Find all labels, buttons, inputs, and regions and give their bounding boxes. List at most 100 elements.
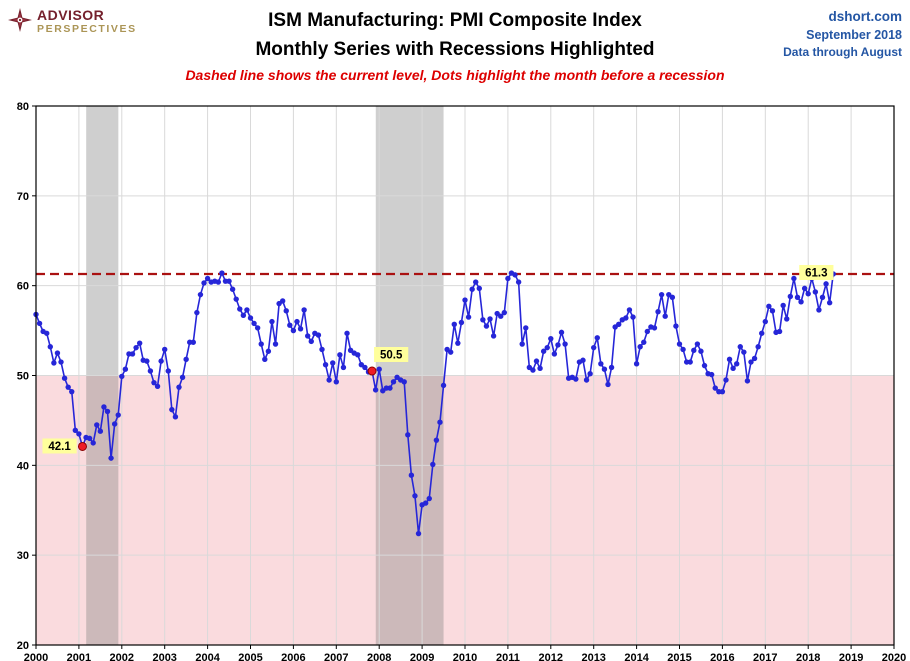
data-point [97, 428, 104, 434]
y-tick-label: 30 [17, 550, 29, 562]
data-point [319, 346, 325, 353]
data-point [65, 384, 71, 390]
data-point [655, 309, 661, 315]
data-point [801, 285, 808, 292]
data-point [165, 368, 171, 374]
data-point [533, 358, 540, 364]
data-point [676, 341, 683, 347]
data-point [580, 357, 586, 363]
data-point [44, 330, 50, 336]
data-point [101, 404, 107, 410]
value-label: 61.3 [805, 267, 827, 279]
data-point [605, 381, 611, 388]
data-point [448, 349, 454, 355]
data-point [701, 362, 708, 369]
data-point [272, 341, 279, 347]
data-point [455, 340, 461, 346]
data-point [254, 325, 261, 331]
data-point [694, 341, 701, 347]
x-tick-label: 2004 [195, 652, 220, 661]
data-point [766, 303, 772, 310]
data-point [129, 351, 136, 357]
x-tick-label: 2003 [152, 652, 176, 661]
pre-recession-dot [367, 366, 377, 376]
data-point [119, 373, 125, 380]
data-point [415, 530, 422, 537]
data-point [190, 339, 196, 345]
data-point [812, 289, 819, 295]
data-point [229, 286, 236, 292]
data-point [501, 309, 508, 316]
data-point [215, 279, 222, 285]
data-point [283, 308, 289, 314]
data-point [258, 341, 264, 347]
data-point [712, 385, 718, 391]
data-point [651, 325, 658, 331]
data-point [476, 285, 482, 292]
data-point [737, 344, 743, 350]
source-block: dshort.com September 2018 Data through A… [783, 8, 902, 61]
x-tick-label: 2015 [667, 652, 691, 661]
data-point [408, 472, 415, 478]
data-point [551, 351, 558, 357]
data-point [86, 435, 93, 442]
data-point [784, 316, 790, 322]
data-point [623, 315, 629, 321]
source-note: Data through August [783, 45, 902, 59]
logo-line2: PERSPECTIVES [37, 23, 137, 35]
value-label-bg [42, 438, 77, 454]
data-point [133, 344, 139, 351]
data-point [540, 348, 547, 354]
x-tick-label: 2017 [753, 652, 777, 661]
data-point [337, 352, 343, 358]
data-point [751, 355, 758, 362]
data-point [519, 341, 525, 347]
y-tick-label: 70 [17, 191, 29, 203]
x-tick-label: 2001 [67, 652, 91, 661]
data-point [162, 346, 168, 353]
data-point [658, 291, 665, 298]
data-point [680, 346, 686, 353]
x-tick-label: 2020 [882, 652, 906, 661]
data-point [344, 330, 350, 336]
data-point [587, 371, 593, 377]
data-point [297, 326, 304, 332]
data-point [247, 315, 254, 321]
data-point [691, 347, 697, 354]
data-point [147, 368, 154, 374]
data-point [169, 406, 175, 413]
data-point [662, 313, 668, 319]
data-point [226, 278, 232, 284]
data-point [237, 306, 243, 312]
data-point [498, 313, 504, 319]
data-point [762, 318, 768, 325]
y-tick-label: 20 [17, 640, 29, 652]
data-point [115, 412, 121, 418]
data-point [322, 362, 329, 368]
data-point [626, 307, 633, 313]
data-point [630, 314, 636, 320]
data-point [480, 317, 486, 323]
data-point [54, 350, 61, 356]
data-point [326, 377, 332, 383]
data-point [669, 294, 676, 301]
y-tick-label: 60 [17, 281, 29, 293]
x-tick-label: 2005 [238, 652, 262, 661]
data-point [748, 359, 754, 365]
x-tick-label: 2019 [839, 652, 863, 661]
data-point [562, 341, 568, 347]
data-point [537, 365, 543, 372]
data-point [594, 335, 600, 341]
data-point [136, 340, 143, 346]
x-tick-label: 2008 [367, 652, 391, 661]
y-tick-label: 50 [17, 371, 29, 383]
data-point [204, 275, 211, 282]
data-point [122, 366, 129, 372]
data-point [333, 379, 339, 385]
data-point [515, 279, 522, 285]
data-point [51, 360, 57, 366]
data-point [376, 366, 382, 372]
data-point [305, 333, 311, 339]
